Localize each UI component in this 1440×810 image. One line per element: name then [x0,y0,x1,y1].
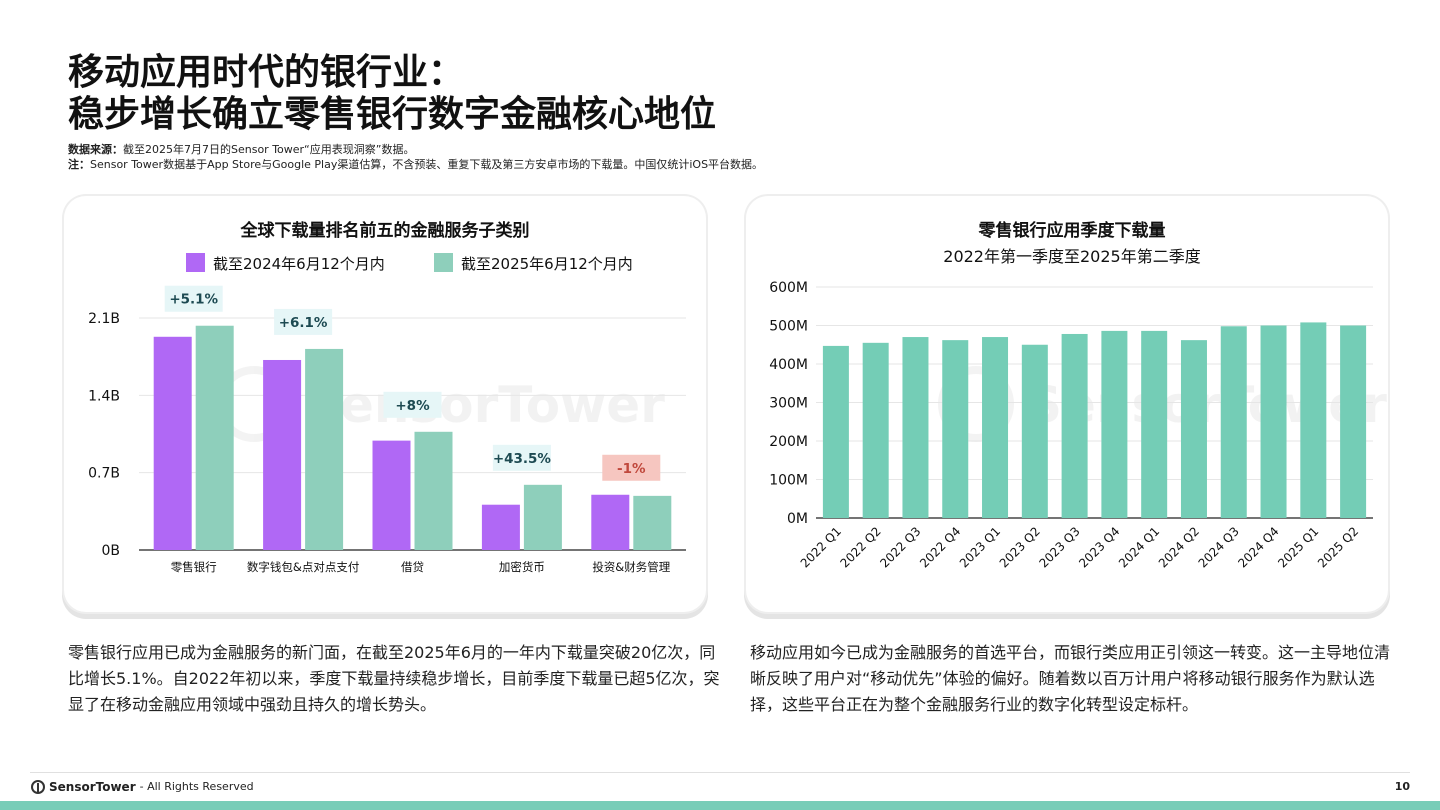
bar-2025 [305,349,343,550]
x-tick-label: 数字钱包&点对点支付 [247,560,359,574]
y-tick-label: 400M [769,357,808,373]
source-label: 数据来源： [68,143,123,156]
bar-2024 [154,337,192,550]
growth-label: +5.1% [169,292,218,308]
note-line: 注：Sensor Tower数据基于App Store与Google Play渠… [68,157,763,172]
y-tick-label: 100M [769,473,808,489]
footer-brand: SensorTower [49,779,136,795]
page-title: 移动应用时代的银行业： 稳步增长确立零售银行数字金融核心地位 [68,52,716,136]
top-categories-chart: SensorTower 全球下载量排名前五的金融服务子类别截至2024年6月12个… [64,196,706,612]
quarter-bar [1141,331,1167,518]
x-tick-label: 2022 Q2 [838,524,884,570]
source-notes: 数据来源：截至2025年7月7日的Sensor Tower“应用表现洞察”数据。… [68,142,763,172]
x-tick-label: 2025 Q1 [1275,524,1321,570]
page-number: 10 [1395,780,1410,793]
legend-label: 截至2025年6月12个月内 [461,255,633,273]
growth-label: -1% [617,461,646,477]
x-tick-label: 2023 Q2 [997,524,1043,570]
top-categories-chart-card: SensorTower 全球下载量排名前五的金融服务子类别截至2024年6月12个… [64,196,706,612]
watermark-text: SensorTower [304,376,665,434]
quarter-bar [1101,331,1127,518]
x-tick-label: 零售银行 [171,560,217,574]
legend-swatch [434,253,453,272]
source-line: 数据来源：截至2025年7月7日的Sensor Tower“应用表现洞察”数据。 [68,142,763,157]
right-summary-text: 移动应用如今已成为金融服务的首选平台，而银行类应用正引领这一转变。这一主导地位清… [750,640,1394,718]
y-tick-label: 500M [769,319,808,335]
quarter-bar [942,340,968,518]
y-tick-label: 2.1B [88,311,120,327]
x-tick-label: 2024 Q3 [1196,524,1242,570]
quarter-bar [1340,326,1366,519]
x-tick-label: 2023 Q4 [1076,524,1122,570]
footer-rights: - All Rights Reserved [140,779,254,795]
sensor-tower-logo-icon [31,780,45,794]
x-tick-label: 2025 Q2 [1315,524,1361,570]
chart-title: 全球下载量排名前五的金融服务子类别 [240,220,530,241]
legend-label: 截至2024年6月12个月内 [213,255,385,273]
growth-label: +6.1% [279,315,328,331]
quarterly-downloads-chart-card: SensorTower零售银行应用季度下载量2022年第一季度至2025年第二季… [746,196,1388,612]
bar-2025 [196,326,234,550]
chart-subtitle: 2022年第一季度至2025年第二季度 [943,247,1200,266]
x-tick-label: 2024 Q1 [1116,524,1162,570]
quarter-bar [823,346,849,518]
quarter-bar [1062,334,1088,518]
title-line-1: 移动应用时代的银行业： [68,52,716,94]
quarter-bar [1261,326,1287,519]
bar-2024 [591,495,629,550]
growth-label: +8% [395,398,430,414]
quarter-bar [902,337,928,518]
growth-label: +43.5% [493,451,552,467]
bar-2024 [263,360,301,550]
legend-swatch [186,253,205,272]
x-tick-label: 2022 Q4 [917,524,963,570]
note-text: Sensor Tower数据基于App Store与Google Play渠道估… [90,158,763,171]
quarterly-downloads-chart: SensorTower零售银行应用季度下载量2022年第一季度至2025年第二季… [746,196,1388,612]
x-tick-label: 借贷 [401,560,424,574]
y-tick-label: 200M [769,434,808,450]
x-tick-label: 加密货币 [499,560,545,574]
bar-2024 [373,441,411,550]
y-tick-label: 0.7B [88,466,120,482]
left-summary-text: 零售银行应用已成为金融服务的新门面，在截至2025年6月的一年内下载量突破20亿… [68,640,720,718]
x-tick-label: 2023 Q3 [1036,524,1082,570]
x-tick-label: 2022 Q1 [798,524,844,570]
y-tick-label: 300M [769,396,808,412]
x-tick-label: 2023 Q1 [957,524,1003,570]
x-tick-label: 投资&财务管理 [592,560,670,574]
note-label: 注： [68,158,90,171]
quarter-bar [982,337,1008,518]
x-tick-label: 2024 Q4 [1235,524,1281,570]
quarter-bar [1181,340,1207,518]
bar-2024 [482,505,520,550]
footer-logo: SensorTower - All Rights Reserved [31,779,254,795]
quarter-bar [1300,322,1326,518]
quarter-bar [1022,345,1048,518]
y-tick-label: 0B [101,543,120,559]
bar-2025 [524,485,562,550]
bar-2025 [633,496,671,550]
quarter-bar [1221,326,1247,518]
y-tick-label: 1.4B [88,388,120,404]
quarter-bar [863,343,889,518]
x-tick-label: 2022 Q3 [877,524,923,570]
bar-2025 [415,432,453,550]
title-line-2: 稳步增长确立零售银行数字金融核心地位 [68,94,716,136]
bottom-accent-bar [0,801,1440,810]
footer-divider [30,772,1410,773]
x-tick-label: 2024 Q2 [1156,524,1202,570]
y-tick-label: 0M [787,511,808,527]
y-tick-label: 600M [769,280,808,296]
source-text: 截至2025年7月7日的Sensor Tower“应用表现洞察”数据。 [123,143,414,156]
chart-title: 零售银行应用季度下载量 [978,220,1166,241]
